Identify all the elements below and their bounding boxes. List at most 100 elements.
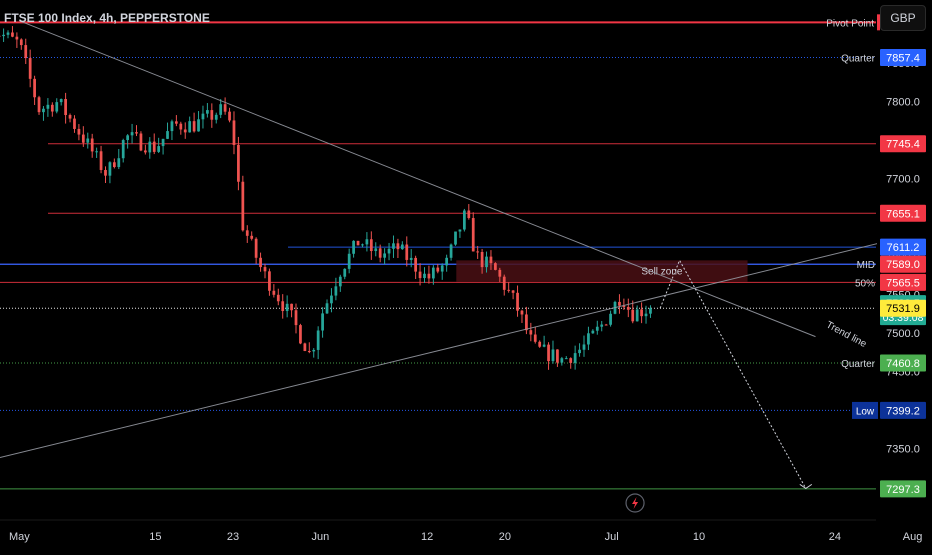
side-label: Low xyxy=(856,406,875,417)
trend-lines[interactable] xyxy=(0,20,923,459)
candle xyxy=(635,305,639,322)
candle xyxy=(564,356,568,360)
candle xyxy=(175,115,178,127)
x-tick-label: 24 xyxy=(829,531,841,543)
candle xyxy=(516,285,519,317)
candle xyxy=(201,105,205,129)
candle xyxy=(529,322,533,342)
candle xyxy=(143,144,147,155)
ascending-trend-line[interactable] xyxy=(0,232,923,459)
candle xyxy=(316,326,320,360)
candle xyxy=(626,298,630,318)
descending-trend-line[interactable] xyxy=(19,20,816,338)
y-tick-label: 7700.0 xyxy=(886,174,920,186)
candle xyxy=(263,263,267,279)
x-tick-label: 12 xyxy=(421,531,433,543)
price-label-box xyxy=(880,273,926,291)
candle xyxy=(445,254,449,272)
candle xyxy=(378,244,382,263)
candle xyxy=(631,300,635,324)
candle xyxy=(458,229,462,238)
candle xyxy=(330,288,333,313)
candle xyxy=(166,122,169,140)
candle xyxy=(449,243,453,261)
candle xyxy=(276,288,280,306)
candle xyxy=(405,236,409,267)
candle xyxy=(604,323,608,326)
candle xyxy=(254,237,258,264)
candle xyxy=(46,98,50,117)
candle xyxy=(121,138,125,163)
candle xyxy=(59,98,63,106)
candle xyxy=(294,303,298,334)
candle xyxy=(81,126,85,147)
sell-zone-label: Sell zone xyxy=(641,267,683,278)
price-label-text: 7565.5 xyxy=(886,277,920,289)
candle xyxy=(476,245,480,259)
candle xyxy=(290,303,293,318)
price-label-box xyxy=(880,401,926,419)
candle xyxy=(547,342,550,370)
candle xyxy=(560,356,564,366)
candle xyxy=(343,268,347,280)
candle xyxy=(507,282,511,293)
candle xyxy=(157,137,161,153)
candle xyxy=(206,103,209,118)
candle xyxy=(135,125,138,137)
lightning-icon[interactable] xyxy=(625,493,645,513)
candle xyxy=(24,38,28,64)
candle xyxy=(192,112,196,133)
candle xyxy=(55,98,59,114)
candle xyxy=(179,121,183,135)
candle xyxy=(11,26,14,38)
candle xyxy=(272,284,276,298)
candle xyxy=(502,274,506,296)
candle xyxy=(90,133,94,158)
candle xyxy=(498,267,502,283)
price-label-text: 7611.2 xyxy=(887,242,920,254)
price-label-text: 7297.3 xyxy=(886,484,920,496)
candle xyxy=(595,320,599,335)
candle xyxy=(152,133,156,155)
candle xyxy=(334,277,338,301)
chart-title: FTSE 100 Index, 4h, PEPPERSTONE xyxy=(4,11,210,25)
candle xyxy=(325,299,329,314)
candle xyxy=(250,231,254,241)
price-label-box xyxy=(880,135,926,153)
candle xyxy=(582,335,586,357)
candle xyxy=(462,208,466,232)
sell-zone[interactable] xyxy=(456,260,748,282)
candle xyxy=(126,134,130,149)
candle xyxy=(321,307,324,338)
candle xyxy=(117,149,121,170)
candle xyxy=(414,255,418,279)
currency-button[interactable]: GBP xyxy=(880,5,926,31)
price-label-text: 7399.2 xyxy=(886,405,920,417)
price-label-text: 7745.4 xyxy=(886,139,920,151)
candle xyxy=(241,175,245,232)
candle xyxy=(37,95,41,115)
price-label-text: 7655.1 xyxy=(886,208,920,220)
candle xyxy=(148,137,152,159)
candle xyxy=(338,274,342,292)
candle xyxy=(68,113,72,123)
candle xyxy=(108,161,112,184)
candle xyxy=(6,30,10,39)
candle xyxy=(170,119,174,141)
candle xyxy=(609,310,612,327)
candle xyxy=(347,248,351,274)
price-label-text: 7589.0 xyxy=(886,259,920,271)
candle xyxy=(436,263,440,274)
candle xyxy=(139,131,143,152)
candle xyxy=(418,263,422,286)
x-tick-label: 20 xyxy=(499,531,511,543)
price-label-box xyxy=(880,204,926,222)
x-tick-label: Jul xyxy=(605,531,619,543)
candle xyxy=(489,250,493,270)
candle xyxy=(223,97,227,115)
candle xyxy=(640,302,643,324)
price-label-box xyxy=(880,238,926,256)
projection-path[interactable] xyxy=(659,259,807,489)
